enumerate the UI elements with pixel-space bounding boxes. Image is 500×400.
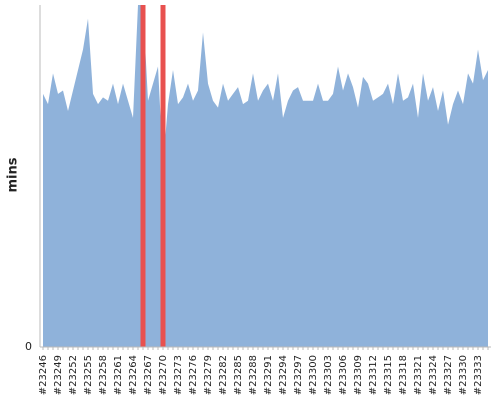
y-axis-label: mins bbox=[6, 157, 21, 192]
y-tick-label: 0 bbox=[25, 340, 32, 353]
x-tick-label: #23252 bbox=[68, 355, 79, 395]
x-tick-label: #23315 bbox=[383, 355, 394, 395]
x-tick-label: #23318 bbox=[398, 355, 409, 395]
failed-build-marker bbox=[140, 5, 146, 347]
x-tick-label: #23321 bbox=[413, 355, 424, 395]
x-tick-label: #23255 bbox=[83, 355, 94, 395]
failed-build-marker bbox=[160, 5, 166, 347]
x-tick-label: #23312 bbox=[368, 355, 379, 395]
x-tick-label: #23288 bbox=[248, 355, 259, 395]
x-tick-label: #23267 bbox=[143, 355, 154, 395]
x-tick-label: #23261 bbox=[113, 355, 124, 395]
x-tick-label: #23285 bbox=[233, 355, 244, 395]
x-tick-label: #23327 bbox=[443, 355, 454, 395]
x-tick-label: #23258 bbox=[98, 355, 109, 395]
x-tick-label: #23264 bbox=[128, 355, 139, 395]
x-tick-label: #23309 bbox=[353, 355, 364, 395]
x-tick-label: #23276 bbox=[188, 355, 199, 395]
x-tick-label: #23246 bbox=[38, 355, 49, 395]
x-tick-label: #23249 bbox=[53, 355, 64, 395]
x-tick-label: #23300 bbox=[308, 355, 319, 395]
x-tick-label: #23279 bbox=[203, 355, 214, 395]
x-tick-label: #23294 bbox=[278, 355, 289, 395]
x-tick-label: #23273 bbox=[173, 355, 184, 395]
x-tick-label: #23306 bbox=[338, 355, 349, 395]
x-tick-label: #23282 bbox=[218, 355, 229, 395]
x-tick-label: #23333 bbox=[473, 355, 484, 395]
area bbox=[43, 5, 488, 347]
x-tick-label: #23324 bbox=[428, 355, 439, 395]
x-tick-label: #23270 bbox=[158, 355, 169, 395]
x-tick-label: #23291 bbox=[263, 355, 274, 395]
x-tick-label: #23303 bbox=[323, 355, 334, 395]
x-tick-label: #23297 bbox=[293, 355, 304, 395]
x-tick-label: #23330 bbox=[458, 355, 469, 395]
